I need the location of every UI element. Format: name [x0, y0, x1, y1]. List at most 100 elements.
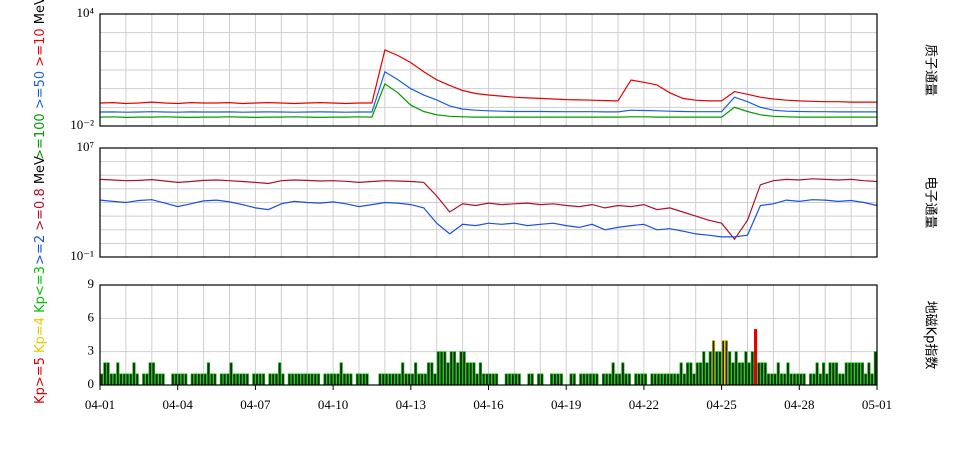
kp-bar — [708, 351, 712, 386]
kp-bar — [190, 373, 194, 386]
kp-bar — [122, 373, 126, 386]
kp-bar — [404, 373, 408, 386]
kp-bar — [517, 373, 521, 386]
flux-line — [99, 178, 878, 241]
kp-bar — [666, 373, 670, 386]
kp-bar — [401, 362, 405, 386]
kp-bar — [155, 373, 159, 386]
kp-bar — [789, 373, 793, 386]
y-tick-label: 10⁷ — [76, 139, 94, 154]
x-tick-label: 04-13 — [396, 397, 426, 412]
kp-bar — [605, 373, 609, 386]
kp-bar — [669, 373, 673, 386]
kp-bar — [177, 373, 181, 386]
kp-bar — [261, 373, 266, 386]
panel-title: 质子通量 — [923, 44, 938, 96]
kp-bar — [692, 373, 696, 386]
kp-bar — [307, 373, 311, 386]
kp-bar — [206, 362, 211, 386]
kp-bar — [828, 362, 832, 386]
kp-bar — [815, 362, 819, 386]
plot-frame — [99, 284, 878, 386]
kp-bar — [579, 373, 583, 386]
kp-bar — [151, 362, 155, 386]
kp-bar — [465, 362, 470, 386]
legend-entry: >=100 — [33, 113, 48, 160]
kp-bar — [857, 362, 861, 386]
y-tick-label: 3 — [88, 343, 95, 358]
kp-bar — [297, 373, 301, 386]
x-tick-label: 04-28 — [784, 397, 814, 412]
kp-bar — [193, 373, 198, 386]
y-tick-label: 0 — [88, 376, 95, 391]
kp-bar — [695, 362, 699, 386]
legend-entry: Kp<=3 — [33, 266, 48, 313]
x-tick-label: 04-04 — [163, 397, 194, 412]
kp-bar — [588, 373, 593, 386]
kp-bar — [844, 362, 848, 386]
kp-bar — [637, 373, 641, 386]
kp-bar — [226, 373, 230, 386]
kp-bar — [731, 362, 735, 386]
kp-bar — [766, 373, 771, 386]
kp-bar — [737, 362, 741, 386]
kp-bar — [281, 373, 285, 386]
kp-bar — [825, 373, 829, 386]
kp-bar — [799, 373, 803, 386]
kp-bar — [851, 362, 855, 386]
kp-bar — [627, 373, 631, 386]
kp-bar — [838, 373, 842, 386]
x-tick-label: 04-10 — [318, 397, 348, 412]
kp-bar — [378, 373, 382, 386]
kp-bar — [326, 373, 330, 386]
kp-bar — [294, 373, 298, 386]
kp-bar — [608, 373, 612, 386]
x-tick-label: 04-19 — [551, 397, 581, 412]
y-tick-label: 10⁻² — [70, 117, 94, 132]
kp-bar — [329, 373, 334, 386]
kp-bar — [796, 373, 800, 386]
kp-bar — [433, 373, 437, 386]
kp-bar — [365, 373, 369, 386]
kp-bar — [242, 373, 246, 386]
kp-bar — [397, 373, 402, 386]
kp-bar — [582, 373, 586, 386]
kp-bar — [349, 373, 353, 386]
x-tick-label: 04-22 — [629, 397, 659, 412]
kp-bar — [689, 362, 693, 386]
kp-bar — [718, 351, 722, 386]
y-legend: >=2 >=0.8 MeV — [33, 156, 48, 265]
kp-bar — [197, 373, 201, 386]
kp-bar — [537, 373, 541, 386]
kp-bar — [847, 362, 852, 386]
kp-bar — [750, 351, 754, 386]
kp-bar — [300, 373, 304, 386]
y-tick-label: 10⁻¹ — [70, 248, 94, 263]
x-tick-label: 05-01 — [862, 397, 892, 412]
legend-entry: >=10 — [33, 28, 48, 66]
unit-label: MeV — [33, 156, 48, 184]
kp-bar — [834, 362, 839, 386]
x-tick-label: 04-01 — [85, 397, 115, 412]
kp-bar — [258, 373, 262, 386]
kp-bar — [802, 373, 806, 386]
kp-bar — [721, 340, 725, 386]
kp-bar — [268, 373, 272, 386]
kp-bar — [715, 351, 719, 386]
kp-bar — [446, 362, 450, 386]
kp-bar — [860, 362, 865, 386]
kp-bar — [472, 362, 476, 386]
kp-bar — [142, 373, 146, 386]
legend-entry: >=50 — [33, 71, 48, 109]
panel-title: 地磁Kp指数 — [923, 301, 938, 370]
kp-bar — [304, 373, 308, 386]
kp-bar — [410, 373, 414, 386]
kp-bar — [336, 373, 340, 386]
kp-bar — [724, 340, 729, 386]
kp-bar — [200, 373, 204, 386]
kp-bar — [640, 373, 644, 386]
flux-line — [99, 49, 877, 105]
kp-bar — [119, 373, 123, 386]
kp-bar — [439, 351, 444, 386]
